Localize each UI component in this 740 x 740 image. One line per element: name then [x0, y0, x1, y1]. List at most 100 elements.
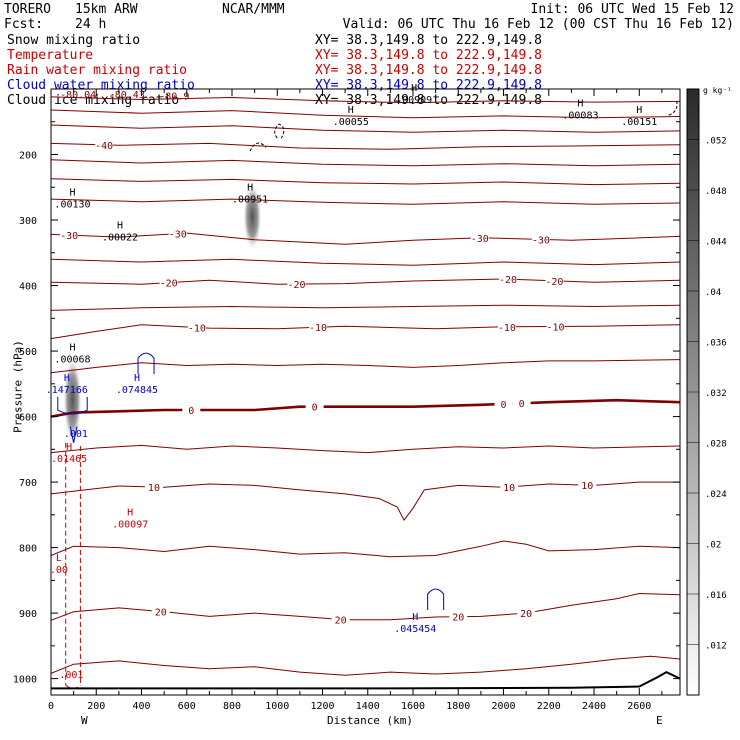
temperature-contour-label: 20 [335, 615, 347, 626]
contour-label-bg [95, 138, 114, 150]
x-tick-label: 800 [223, 701, 241, 712]
colorbar-label: .048 [705, 187, 727, 197]
extremum-letter: H [577, 99, 583, 110]
colorbar-label: .052 [705, 137, 727, 147]
contour-label-bg [578, 479, 597, 491]
fcst-value: 24 h [75, 17, 107, 32]
extremum-letter: H [247, 182, 253, 193]
extremum-letter: H [636, 105, 642, 116]
colorbar-label: .02 [705, 541, 721, 551]
contour-label-bg [531, 233, 550, 245]
extremum-letter: L [56, 553, 62, 564]
extremum-value: .00909 [396, 95, 432, 106]
extremum-value: .00022 [102, 232, 138, 243]
extremum-letter: H [348, 105, 354, 116]
contour-label-bg [287, 278, 306, 290]
extremum-letter: H [127, 507, 133, 518]
extremum-value: .00068 [54, 354, 90, 365]
extremum-letter: H [69, 342, 75, 353]
contour-label-bg [517, 607, 536, 619]
extremum-value: .01465 [51, 454, 87, 465]
field-label-snow: Snow mixing ratio [7, 33, 141, 48]
temperature-contour-0 [50, 398, 681, 418]
west-label: W [81, 714, 88, 727]
temperature-contour-label: 20 [520, 609, 532, 620]
cloud-ice-contour [249, 142, 267, 152]
contour-label-bg [494, 397, 513, 409]
contour-line-1 [50, 109, 681, 119]
y-tick-label: 400 [19, 282, 37, 293]
y-tick-label: 800 [19, 544, 37, 555]
extremum-letter: H [66, 442, 72, 453]
extremum-value: .045454 [394, 624, 436, 635]
center-name: NCAR/MMM [222, 2, 285, 17]
x-tick-label: 2000 [491, 701, 515, 712]
extremum-value: .00083 [562, 111, 598, 122]
contour-label-bg [187, 321, 206, 333]
colorbar-label: .036 [705, 339, 727, 349]
contour-label-bg [546, 320, 565, 332]
temperature-contour-label: 10 [148, 483, 160, 494]
temperature-contour-label: -30 [532, 235, 550, 246]
extremum-value: .00097 [112, 519, 148, 530]
extremum-value: .00130 [54, 200, 90, 211]
temperature-contour-label: 10 [503, 483, 515, 494]
extremum-value: .147166 [46, 385, 88, 396]
top-contour-label: -80.43 [109, 90, 145, 101]
top-contour-label: -80.04 [60, 90, 96, 101]
contour-line-0 [50, 96, 681, 104]
x-tick-label: 1800 [446, 701, 470, 712]
temperature-contour--10 [50, 324, 681, 340]
x-tick-label: 600 [178, 701, 196, 712]
colorbar-label: .032 [705, 389, 727, 399]
temperature-contour-label: -10 [547, 322, 565, 333]
temperature-contour--40 [50, 142, 681, 150]
y-tick-label: 500 [19, 347, 37, 358]
x-tick-label: 0 [48, 701, 54, 712]
x-tick-label: 2600 [627, 701, 651, 712]
cloud-water-contour [69, 426, 78, 443]
colorbar-label: .044 [705, 238, 727, 248]
temperature-contour-label: -30 [471, 234, 489, 245]
temperature-contour-label: -20 [545, 277, 563, 288]
temperature-contour-label: -30 [169, 230, 187, 241]
x-tick-label: 1400 [356, 701, 380, 712]
temperature-contour-label: -20 [499, 275, 517, 286]
cloud-ice-contour [668, 101, 678, 116]
terrain-line [51, 670, 681, 690]
extremum-value: .001 [59, 670, 83, 681]
y-tick-label: 900 [19, 609, 37, 620]
x-tick-label: 1200 [310, 701, 334, 712]
y-axis-title: Pressure (hPa) [11, 340, 25, 433]
temperature-contour-label: 20 [452, 613, 464, 624]
y-tick-label: 200 [19, 151, 37, 162]
temperature-contour-label: 0 [188, 406, 194, 417]
contour-label-bg [449, 610, 468, 622]
temperature-contour-label: 0 [312, 403, 318, 414]
colorbar-label: .04 [705, 288, 721, 298]
temperature-contour-label: -40 [95, 141, 113, 152]
east-label: E [656, 714, 663, 727]
temperature-contour-label: 0 [519, 399, 525, 410]
contour-line-3 [50, 159, 681, 167]
contour-label-bg [499, 273, 518, 285]
contour-label-bg [182, 404, 201, 416]
temperature-contour--30 [50, 232, 681, 245]
cloud-water-contour [427, 588, 445, 611]
extremum-letter: H [411, 83, 417, 94]
top-contour-label: -80.9 [159, 92, 189, 103]
contour-label-bg [545, 274, 564, 286]
extremum-value: .00151 [621, 117, 657, 128]
field-xy-rain: XY= 38.3,149.8 to 222.9,149.8 [315, 63, 542, 78]
temperature-contour-label: -20 [160, 279, 178, 290]
temperature-contour--20 [50, 278, 681, 285]
contour-line-9 [50, 444, 681, 454]
x-tick-label: 1000 [265, 701, 289, 712]
cloud-water-contour [137, 352, 155, 375]
temperature-contour-label: -10 [498, 323, 516, 334]
fcst-label: Fcst: [4, 17, 44, 32]
plot-frame [50, 88, 681, 696]
x-tick-label: 200 [87, 701, 105, 712]
contour-label-bg [308, 321, 327, 333]
